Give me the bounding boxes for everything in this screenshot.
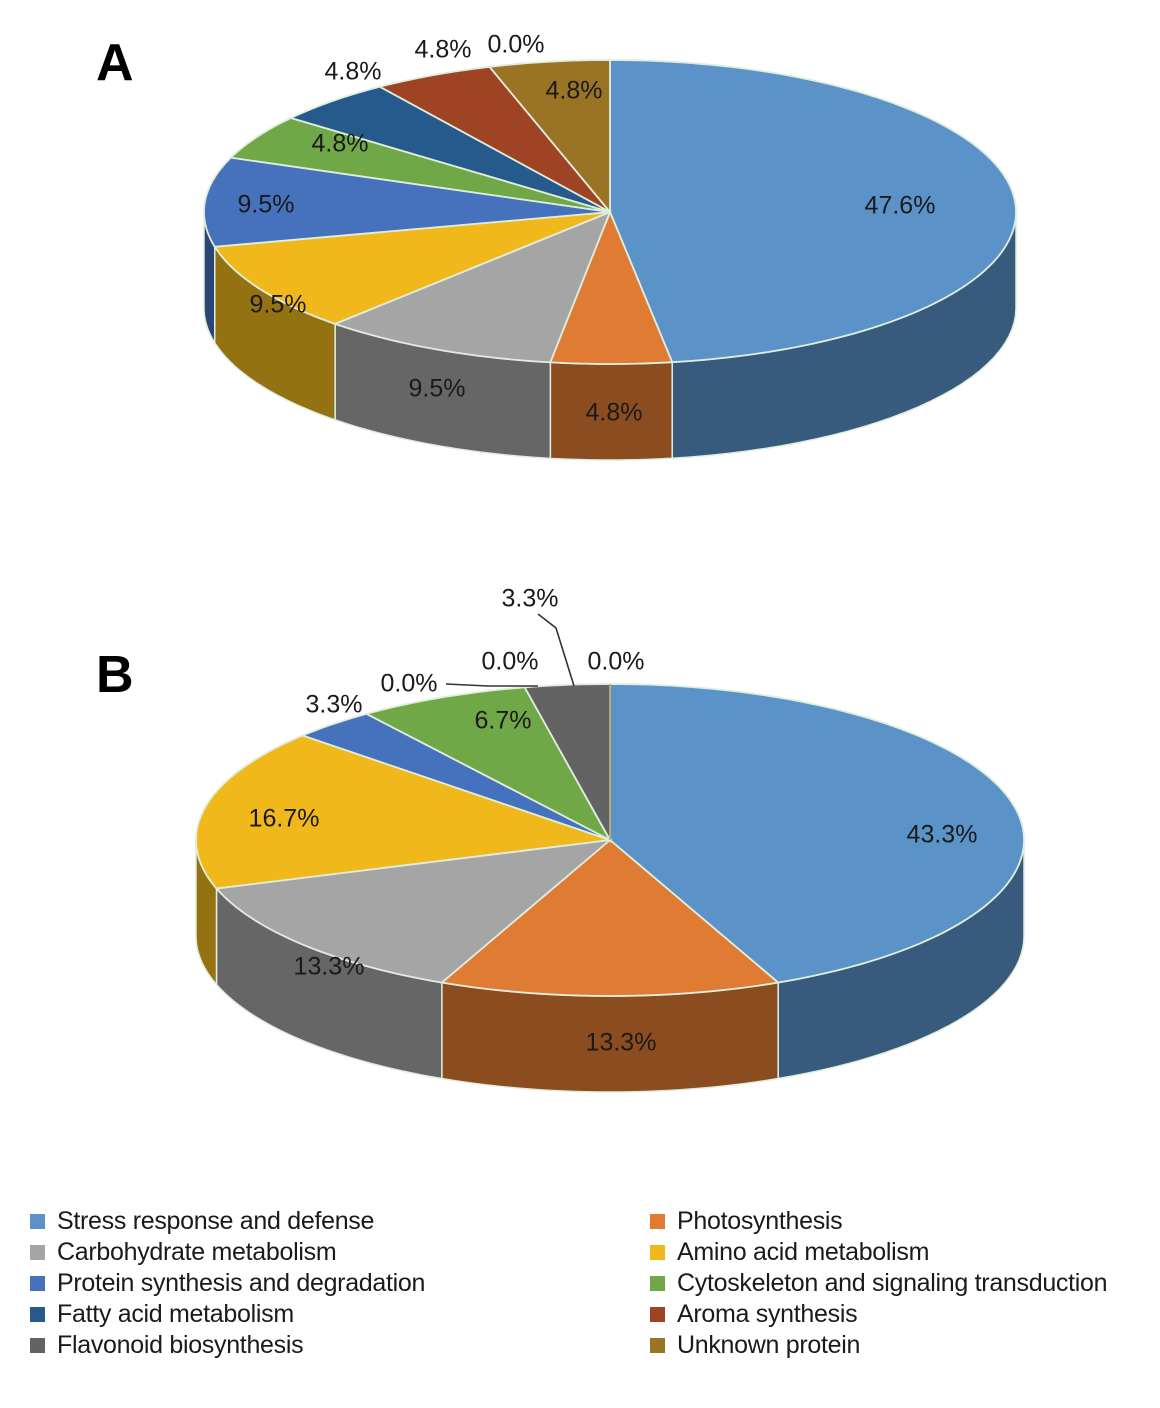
pie-slice-b-1 [439,838,781,997]
pie-data-labels: 47.6%4.8%9.5%9.5%9.5%4.8%4.8%4.8% 0.0%4.8… [238,31,936,427]
legend-item-unknown: Unknown protein [650,1330,1150,1361]
pie-slice-b-6 [363,686,613,843]
legend-swatch [650,1276,665,1291]
pie-slice-a-2 [332,210,612,364]
leader-line [537,613,575,687]
legend-label: Flavonoid biosynthesis [57,1331,304,1359]
data-label-b-6: 6.7% [475,707,532,735]
data-label-a-4: 9.5% [238,191,295,219]
pie-top-slices [203,59,1017,365]
panel-label-b: B [96,646,134,704]
data-label-b-2: 13.3% [294,953,365,981]
pie-slice-a-4 [203,156,611,248]
legend-label: Aroma synthesis [677,1300,858,1328]
pie-slice-a-9 [487,59,611,215]
data-label-b-3: 16.7% [249,805,320,833]
data-label-a-8: 0.0% [488,31,545,59]
data-label-b-5: 0.0% [381,670,438,698]
legend-item-protein: Protein synthesis and degradation [30,1268,650,1299]
legend-item-aroma: Aroma synthesis [650,1299,1150,1330]
leader-line [445,683,538,687]
legend-label: Unknown protein [677,1331,861,1359]
legend-item-amino-acid: Amino acid metabolism [650,1237,1150,1268]
data-label-b-7: 0.0% [482,648,539,676]
pie-top-slices [195,683,1025,997]
pie-slice-a-7 [377,65,611,213]
legend-swatch [30,1338,45,1353]
legend-label: Photosynthesis [677,1207,843,1235]
legend-swatch [650,1214,665,1229]
pie-chart-a: 47.6%4.8%9.5%9.5%9.5%4.8%4.8%4.8% 0.0%4.8… [203,31,1017,461]
data-label-b-9: 0.0% [588,648,645,676]
data-label-b-4: 3.3% [306,691,363,719]
legend-label: Stress response and defense [57,1207,375,1235]
data-label-a-3: 9.5% [250,291,307,319]
pie-slice-b-3 [195,734,611,890]
legend-item-flavonoid: Flavonoid biosynthesis [30,1330,650,1361]
legend-item-cytoskeleton: Cytoskeleton and signaling transduction [650,1268,1150,1299]
data-label-a-9: 4.8% [546,77,603,105]
pie-slice-b-0 [609,683,1025,984]
pie-chart-b: 43.3% 13.3% 13.3% 16.7% 3.3% 0.0% 6.7% 0.0% 3.3%… [195,585,1025,1093]
legend-item-carbohydrate: Carbohydrate metabolism [30,1237,650,1268]
legend-swatch [30,1276,45,1291]
legend-label: Carbohydrate metabolism [57,1238,337,1266]
pie-side-walls [195,839,1025,1093]
data-label-b-0: 43.3% [907,821,978,849]
pie-slice-a-6 [288,85,611,213]
legend-swatch [650,1338,665,1353]
panel-label-a: A [96,34,134,92]
data-label-a-5: 4.8% [312,130,369,158]
legend-label: Fatty acid metabolism [57,1300,294,1328]
data-label-b-1: 13.3% [586,1029,657,1057]
data-label-a-0: 47.6% [865,192,936,220]
pie-slice-b-2 [214,838,613,984]
legend-item-fatty-acid: Fatty acid metabolism [30,1299,650,1330]
pie-data-labels: 43.3% 13.3% 13.3% 16.7% 3.3% 0.0% 6.7% 0.0% 3.3%… [249,585,978,1057]
pie-slice-a-3 [213,211,611,325]
legend-swatch [30,1245,45,1260]
legend-item-photosynthesis: Photosynthesis [650,1206,1150,1237]
pie-slice-a-1 [549,209,674,365]
pie-side-walls [203,211,1017,461]
legend: Stress response and defense Photosynthes… [30,1206,1150,1396]
data-label-a-1: 4.8% [586,399,643,427]
data-label-a-7: 4.8% [415,36,472,64]
legend-swatch [30,1307,45,1322]
legend-swatch [650,1245,665,1260]
pie-slice-a-0 [609,59,1017,364]
legend-label: Protein synthesis and degradation [57,1269,426,1297]
legend-label: Amino acid metabolism [677,1238,930,1266]
pie-slice-b-4 [300,712,611,841]
legend-swatch [650,1307,665,1322]
legend-item-stress: Stress response and defense [30,1206,650,1237]
data-label-b-8: 3.3% [502,585,559,613]
legend-label: Cytoskeleton and signaling transduction [677,1269,1108,1297]
legend-swatch [30,1214,45,1229]
data-label-a-2: 9.5% [409,375,466,403]
data-label-a-6: 4.8% [325,58,382,86]
pie-slice-a-5 [228,117,611,213]
